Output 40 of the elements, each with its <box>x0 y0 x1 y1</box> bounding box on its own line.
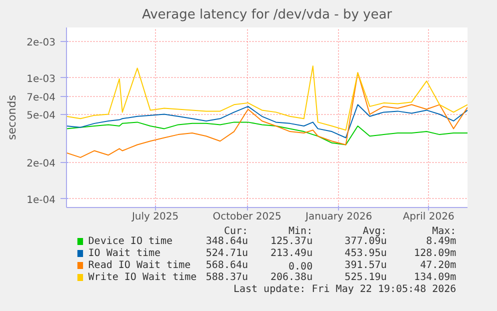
text: 525.19u <box>344 272 387 283</box>
text: 453.95u <box>344 248 387 259</box>
legend-label: Write IO Wait time <box>88 272 197 283</box>
x-tick-label: April 2026 <box>402 212 454 222</box>
y-tick-label: 2e-04 <box>26 158 56 170</box>
x-tick-label: July 2025 <box>130 212 179 222</box>
y-tick-label: 2e-03 <box>26 37 56 48</box>
text: 128.09m <box>414 248 456 259</box>
line-series <box>66 104 468 138</box>
text: Last update: Fri May 22 19:05:48 2026 <box>233 284 456 295</box>
text: Avg: <box>362 226 387 237</box>
text: 134.09m <box>414 272 456 283</box>
text: 8.49m <box>426 236 456 247</box>
text: 348.64u <box>206 236 248 247</box>
text: Cur: <box>224 226 248 237</box>
y-tick-label: 5e-04 <box>26 110 56 122</box>
text: Max: <box>432 226 456 237</box>
y-tick-label: 1e-03 <box>26 74 56 85</box>
chart-title: Average latency for /dev/vda - by year <box>142 8 393 22</box>
line-series <box>66 66 468 131</box>
text: 213.49u <box>270 248 313 259</box>
x-tick-label: January 2026 <box>304 212 372 222</box>
legend-label: IO Wait time <box>88 248 161 259</box>
x-tick-label: October 2025 <box>212 212 282 222</box>
text: 125.37u <box>270 236 313 247</box>
text: Min: <box>288 226 313 237</box>
text: 588.37u <box>206 272 248 283</box>
line-series <box>66 122 468 146</box>
text: 0.00 <box>288 262 313 272</box>
y-axis-title: seconds <box>6 94 19 140</box>
legend-label: Device IO time <box>88 236 173 247</box>
text: 568.64u <box>206 260 248 271</box>
text: 47.20m <box>420 260 456 271</box>
y-tick-label: 7e-04 <box>26 92 56 104</box>
text: 377.09u <box>344 236 387 247</box>
text: 206.38u <box>270 272 313 283</box>
y-tick-label: 1e-04 <box>26 194 56 206</box>
legend-label: Read IO Wait time <box>88 260 191 271</box>
text: 524.71u <box>206 248 248 259</box>
text: 391.57u <box>344 260 387 271</box>
